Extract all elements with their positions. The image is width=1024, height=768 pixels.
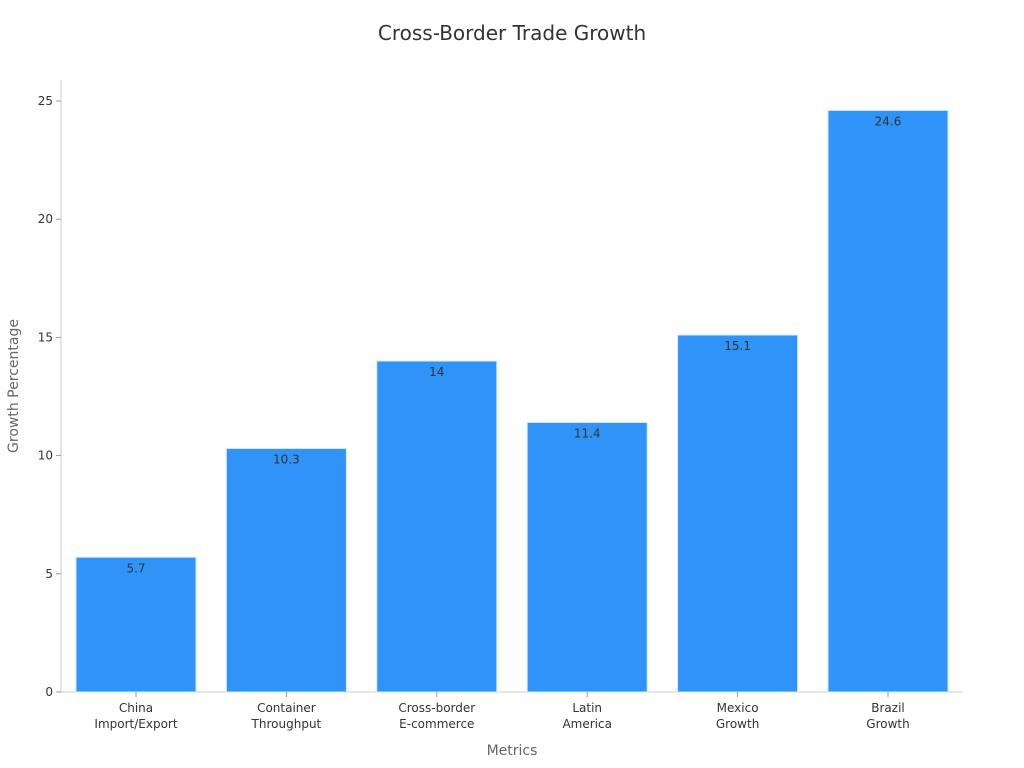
bar-value-label: 5.7 — [126, 561, 145, 575]
y-axis-ticks: 0 5 10 15 20 25 — [38, 94, 61, 699]
x-tick-label: Container — [257, 701, 316, 715]
x-tick-label: Growth — [866, 717, 909, 731]
chart-title: Cross-Border Trade Growth — [378, 21, 646, 45]
x-tick-label: Growth — [716, 717, 759, 731]
x-tick-label: Import/Export — [94, 717, 177, 731]
x-tick-label: Latin — [572, 701, 602, 715]
bar-value-label: 14 — [429, 365, 444, 379]
y-tick-label: 10 — [38, 449, 53, 463]
bar — [225, 448, 347, 693]
x-tick-label: Mexico — [717, 701, 759, 715]
bar — [526, 422, 648, 693]
x-tick-label: Brazil — [871, 701, 905, 715]
y-tick-label: 0 — [45, 685, 53, 699]
x-tick-label: Cross-border — [398, 701, 475, 715]
bar — [75, 556, 197, 693]
bar — [677, 334, 799, 693]
bars-group — [75, 109, 949, 693]
x-axis-title: Metrics — [487, 743, 538, 759]
x-tick-label: Throughput — [251, 717, 322, 731]
y-tick-label: 15 — [38, 330, 53, 344]
y-tick-label: 25 — [38, 94, 53, 108]
x-tick-label: China — [119, 701, 153, 715]
data-labels-group: 5.7 10.3 14 11.4 15.1 24.6 — [126, 114, 901, 575]
bar-value-label: 10.3 — [273, 453, 300, 467]
bar-value-label: 15.1 — [724, 339, 751, 353]
bar — [376, 360, 498, 693]
x-tick-label: America — [562, 717, 612, 731]
bar — [827, 109, 949, 693]
x-tick-label: E-commerce — [399, 717, 474, 731]
bar-value-label: 11.4 — [574, 427, 601, 441]
bar-value-label: 24.6 — [875, 114, 902, 128]
y-tick-label: 5 — [45, 567, 53, 581]
y-tick-label: 20 — [38, 212, 53, 226]
y-axis-title: Growth Percentage — [6, 319, 22, 453]
x-axis-ticks: China Import/Export Container Throughput Cro… — [94, 692, 910, 731]
